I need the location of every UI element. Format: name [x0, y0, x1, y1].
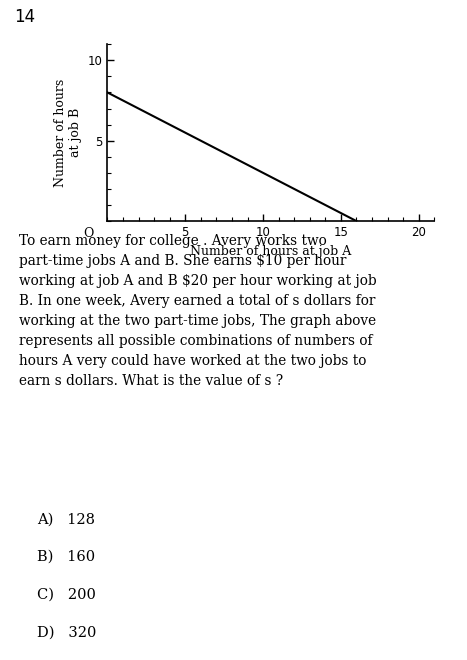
- Text: B)   160: B) 160: [37, 550, 95, 564]
- Y-axis label: Number of hours
at job B: Number of hours at job B: [54, 79, 82, 187]
- Text: 14: 14: [14, 9, 35, 26]
- X-axis label: Number of hours at job A: Number of hours at job A: [190, 244, 352, 257]
- Text: To earn money for college . Avery works two
part-time jobs A and B. She earns $1: To earn money for college . Avery works …: [19, 234, 376, 388]
- Text: C)   200: C) 200: [37, 588, 96, 602]
- Text: O: O: [84, 228, 94, 240]
- Text: A)   128: A) 128: [37, 512, 95, 526]
- Text: D)   320: D) 320: [37, 626, 97, 640]
